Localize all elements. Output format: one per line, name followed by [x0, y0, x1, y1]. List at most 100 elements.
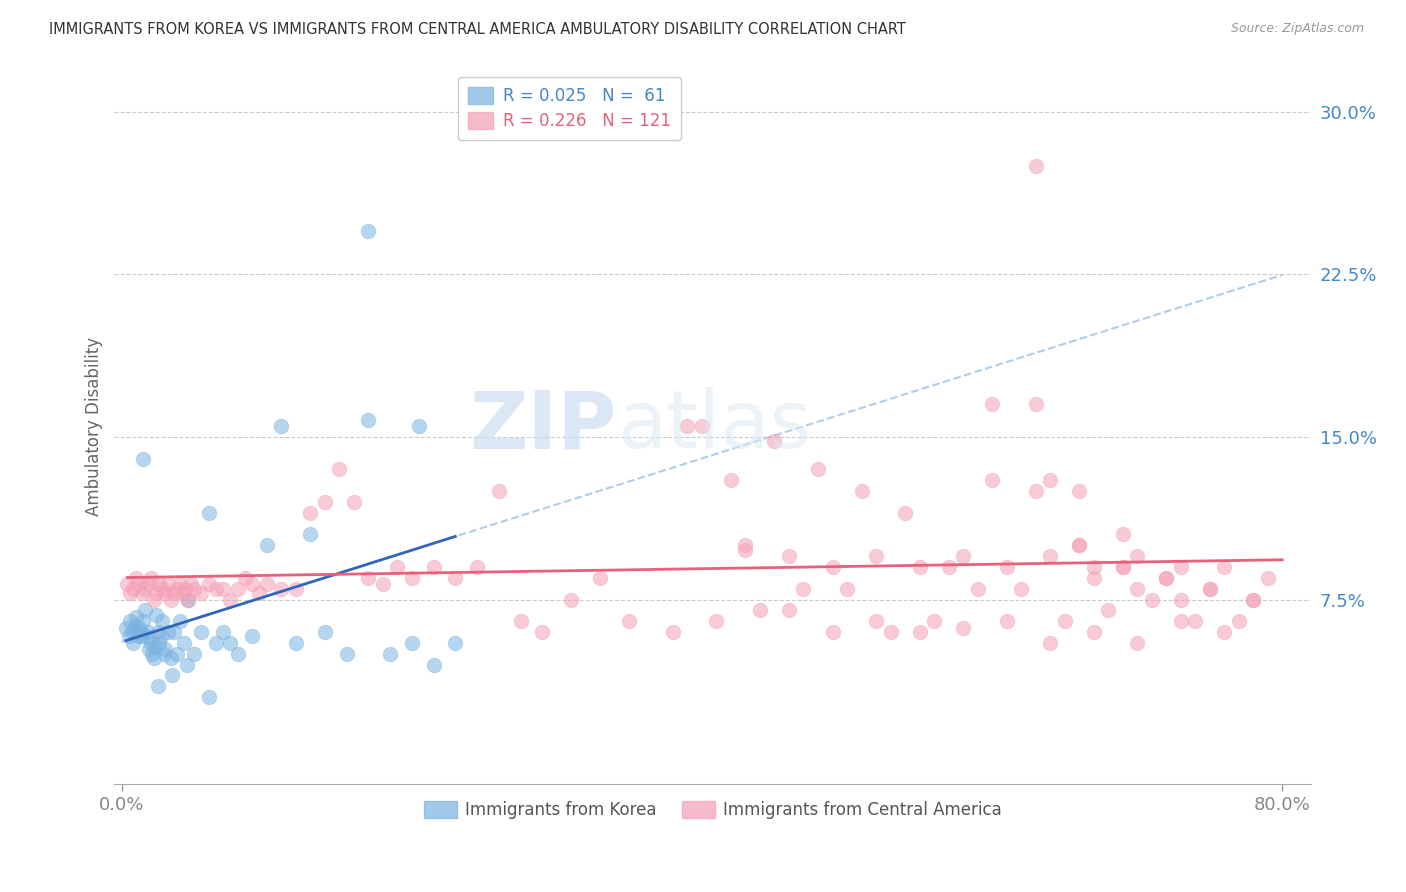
Point — [734, 538, 756, 552]
Point — [1241, 592, 1264, 607]
Point — [488, 484, 510, 499]
Point — [122, 582, 145, 596]
Text: atlas: atlas — [617, 387, 811, 465]
Point — [1198, 582, 1220, 596]
Point — [531, 625, 554, 640]
Point — [120, 586, 142, 600]
Point — [115, 621, 138, 635]
Point — [1083, 625, 1105, 640]
Point — [153, 586, 176, 600]
Point — [138, 642, 160, 657]
Point — [256, 538, 278, 552]
Point — [173, 636, 195, 650]
Point — [125, 571, 148, 585]
Point — [143, 640, 166, 655]
Point — [1170, 592, 1192, 607]
Point — [166, 647, 188, 661]
Point — [162, 668, 184, 682]
Point — [127, 629, 149, 643]
Point — [821, 625, 844, 640]
Point — [720, 473, 742, 487]
Point — [190, 625, 212, 640]
Point — [343, 495, 366, 509]
Point — [134, 603, 156, 617]
Point — [136, 625, 159, 640]
Point — [299, 527, 322, 541]
Point — [807, 462, 830, 476]
Point — [177, 592, 200, 607]
Point — [205, 582, 228, 596]
Point — [778, 549, 800, 564]
Point — [778, 603, 800, 617]
Point — [952, 621, 974, 635]
Point — [1025, 159, 1047, 173]
Point — [205, 636, 228, 650]
Point — [226, 582, 249, 596]
Point — [157, 625, 180, 640]
Point — [176, 657, 198, 672]
Point — [141, 647, 163, 661]
Point — [1198, 582, 1220, 596]
Text: ZIP: ZIP — [470, 387, 617, 465]
Point — [152, 647, 174, 661]
Point — [908, 625, 931, 640]
Point — [125, 610, 148, 624]
Point — [792, 582, 814, 596]
Point — [132, 614, 155, 628]
Point — [865, 549, 887, 564]
Point — [153, 642, 176, 657]
Point — [139, 571, 162, 585]
Y-axis label: Ambulatory Disability: Ambulatory Disability — [86, 336, 103, 516]
Point — [148, 636, 170, 650]
Point — [1213, 560, 1236, 574]
Point — [995, 614, 1018, 628]
Point — [1126, 582, 1149, 596]
Point — [172, 586, 194, 600]
Point — [122, 636, 145, 650]
Point — [1053, 614, 1076, 628]
Point — [1154, 571, 1177, 585]
Point — [145, 586, 167, 600]
Point — [183, 582, 205, 596]
Point — [226, 647, 249, 661]
Point — [124, 618, 146, 632]
Point — [662, 625, 685, 640]
Point — [1025, 484, 1047, 499]
Point — [142, 592, 165, 607]
Point — [163, 586, 186, 600]
Point — [146, 679, 169, 693]
Text: Source: ZipAtlas.com: Source: ZipAtlas.com — [1230, 22, 1364, 36]
Point — [1111, 527, 1133, 541]
Point — [270, 582, 292, 596]
Point — [270, 419, 292, 434]
Point — [1010, 582, 1032, 596]
Point — [146, 625, 169, 640]
Point — [851, 484, 873, 499]
Point — [835, 582, 858, 596]
Point — [128, 577, 150, 591]
Point — [249, 586, 271, 600]
Point — [1241, 592, 1264, 607]
Point — [922, 614, 945, 628]
Point — [169, 577, 191, 591]
Point — [120, 614, 142, 628]
Point — [763, 434, 786, 449]
Point — [135, 629, 157, 643]
Point — [134, 582, 156, 596]
Point — [589, 571, 612, 585]
Point — [314, 625, 336, 640]
Point — [212, 582, 235, 596]
Text: IMMIGRANTS FROM KOREA VS IMMIGRANTS FROM CENTRAL AMERICA AMBULATORY DISABILITY C: IMMIGRANTS FROM KOREA VS IMMIGRANTS FROM… — [49, 22, 905, 37]
Point — [401, 636, 423, 650]
Point — [865, 614, 887, 628]
Point — [690, 419, 713, 434]
Point — [163, 625, 186, 640]
Point — [1111, 560, 1133, 574]
Point — [734, 542, 756, 557]
Point — [131, 629, 153, 643]
Point — [444, 571, 467, 585]
Point — [1083, 571, 1105, 585]
Legend: Immigrants from Korea, Immigrants from Central America: Immigrants from Korea, Immigrants from C… — [416, 794, 1008, 825]
Point — [169, 614, 191, 628]
Point — [233, 571, 256, 585]
